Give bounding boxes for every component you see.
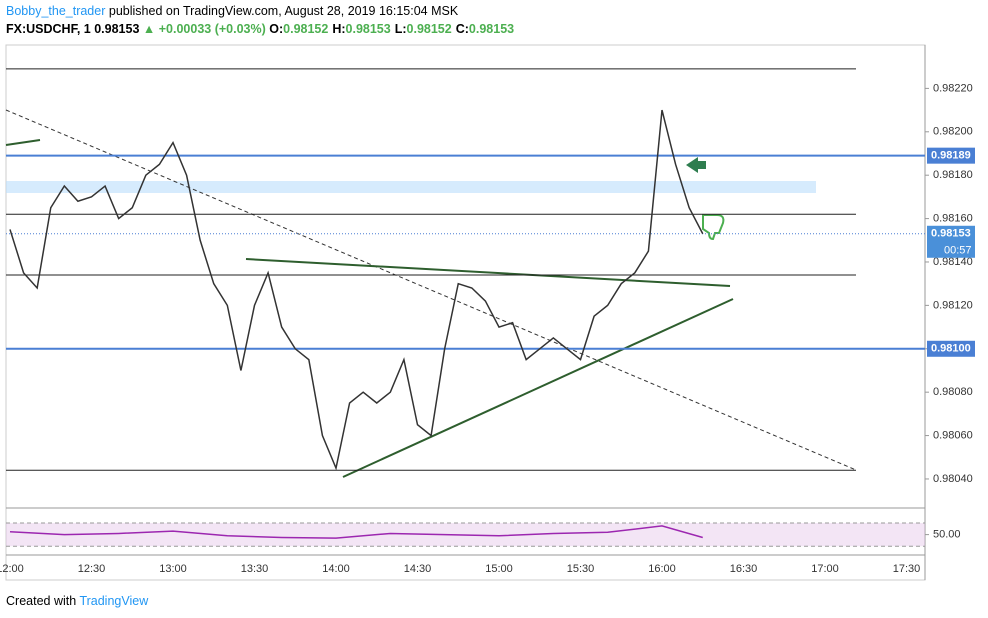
y-tick-label: 0.98220 xyxy=(933,82,973,94)
change: ▲ +0.00033 (+0.03%) xyxy=(142,22,266,36)
symbol: FX:USDCHF, 1 xyxy=(6,22,91,36)
x-tick-label: 16:30 xyxy=(730,563,758,575)
level-badge xyxy=(927,147,975,164)
thumb-icon xyxy=(702,214,725,241)
level-badge xyxy=(927,340,975,357)
price-label: 0.98153 xyxy=(931,228,971,240)
y-tick-label: 0.98060 xyxy=(933,429,973,441)
created: Created with xyxy=(6,594,77,608)
y-tick-label: 0.98180 xyxy=(933,169,973,181)
published: published on TradingView.com, August 28,… xyxy=(108,4,459,18)
trend-lower xyxy=(342,298,734,478)
ohlc-value: 0.98152 xyxy=(283,22,329,36)
x-tick-label: 12:00 xyxy=(0,563,24,575)
x-tick-label: 16:00 xyxy=(648,563,676,575)
x-tick-label: 17:30 xyxy=(893,563,921,575)
footer: Created with TradingView xyxy=(6,594,148,608)
y-tick-label: 0.98120 xyxy=(933,299,973,311)
x-tick-label: 12:30 xyxy=(78,563,106,575)
ohlc-value: 0.98152 xyxy=(406,22,452,36)
x-tick-label: 13:30 xyxy=(241,563,269,575)
zone xyxy=(6,181,816,193)
x-tick-label: 14:30 xyxy=(404,563,432,575)
ohlc-key: L: xyxy=(394,22,407,36)
y-tick-label: 0.98140 xyxy=(933,256,973,268)
last: 0.98153 xyxy=(94,22,140,36)
y-tick-label: 0.98200 xyxy=(933,126,973,138)
frame xyxy=(5,44,926,581)
series-line xyxy=(9,109,704,471)
header-line: Bobby_the_trader published on TradingVie… xyxy=(6,4,458,18)
ohlc-value: 0.98153 xyxy=(468,22,515,36)
x-tick-label: 17:00 xyxy=(811,563,839,575)
author[interactable]: Bobby_the_trader xyxy=(6,4,106,18)
x-tick-label: 13:00 xyxy=(159,563,187,575)
arrow-icon xyxy=(686,157,706,173)
y-tick-label: 50.00 xyxy=(933,529,961,541)
trend-upper xyxy=(245,258,731,287)
level-label: 0.98100 xyxy=(931,343,971,355)
level-label: 0.98189 xyxy=(931,150,971,162)
symbol-line: FX:USDCHF, 1 0.98153 ▲ +0.00033 (+0.03%)… xyxy=(6,22,518,36)
y-tick-label: 0.98080 xyxy=(933,386,973,398)
series-line xyxy=(9,525,703,539)
brand[interactable]: TradingView xyxy=(79,594,149,608)
y-tick-label: 0.98160 xyxy=(933,212,973,224)
trend-dashed xyxy=(5,109,857,471)
trend-stub xyxy=(5,139,41,146)
ohlc-key: H: xyxy=(332,22,346,36)
x-tick-label: 14:00 xyxy=(322,563,350,575)
countdown: 00:57 xyxy=(944,245,972,257)
ohlc-key: C: xyxy=(455,22,469,36)
x-tick-label: 15:30 xyxy=(567,563,595,575)
price-badge xyxy=(927,225,975,258)
ohlc-value: 0.98153 xyxy=(345,22,391,36)
plot: 0.98040 0.98060 0.98080 0.98100 0.98120 0.981… xyxy=(0,68,975,575)
y-tick-label: 0.98040 xyxy=(933,473,973,485)
ohlc: O:0.98152 H:0.98153 L:0.98152 C:0.98153 xyxy=(269,22,518,36)
ohlc-key: O: xyxy=(269,22,284,36)
x-tick-label: 15:00 xyxy=(485,563,513,575)
